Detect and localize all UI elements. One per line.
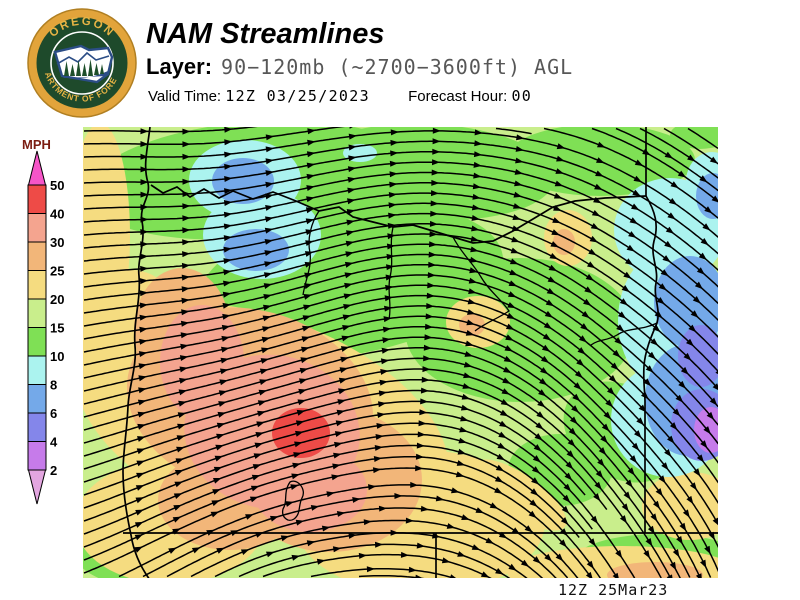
odf-logo: OREGON DEPARTMENT OF FORESTRY <box>24 5 137 118</box>
logo-trees <box>64 59 104 76</box>
legend-tick-10: 10 <box>50 349 64 364</box>
legend-tick-8: 8 <box>50 378 57 393</box>
valid-time-label: Valid Time: <box>148 88 222 105</box>
legend-tick-30: 30 <box>50 235 64 250</box>
legend-tick-15: 15 <box>50 321 64 336</box>
legend-band-6 <box>27 412 47 442</box>
legend-band-4 <box>27 441 47 471</box>
legend-tick-40: 40 <box>50 207 64 222</box>
map-timestamp: 12Z 25Mar23 <box>558 581 669 599</box>
legend-tick-25: 25 <box>50 264 64 279</box>
legend-band-20 <box>27 298 47 328</box>
wind-speed-field <box>83 127 718 578</box>
legend-arrow-up <box>27 150 47 186</box>
forecast-hour-label: Forecast Hour: <box>408 88 508 105</box>
legend-tick-2: 2 <box>50 463 57 478</box>
legend-units-label: MPH <box>22 137 51 152</box>
legend-colorbar: MPH 50 40 30 25 20 15 10 8 6 4 2 <box>22 137 64 505</box>
legend-band-50 <box>27 184 47 214</box>
valid-time-value: 12Z 03/25/2023 <box>225 87 370 105</box>
malheur-river <box>590 322 658 346</box>
john-day-river <box>452 236 510 332</box>
legend-arrow-down <box>27 469 47 505</box>
legend-tick-6: 6 <box>50 406 57 421</box>
legend-tick-20: 20 <box>50 292 64 307</box>
legend-tick-50: 50 <box>50 178 64 193</box>
legend-tick-4: 4 <box>50 435 58 450</box>
legend-band-40 <box>27 213 47 243</box>
legend-band-30 <box>27 241 47 271</box>
klamath-lake <box>282 480 304 521</box>
layer-label: Layer: <box>146 54 213 79</box>
valid-time-row: Valid Time: 12Z 03/25/2023 Forecast Hour… <box>148 87 532 105</box>
legend-band-15 <box>27 327 47 357</box>
coastline <box>122 127 151 578</box>
legend-band-10 <box>27 355 47 385</box>
streamlines-layer <box>83 127 718 578</box>
layer-value: 90−120mb (~2700−3600ft) AGL <box>221 55 574 79</box>
forecast-hour-value: 00 <box>511 87 533 105</box>
legend-band-8 <box>27 384 47 414</box>
legend-band-25 <box>27 270 47 300</box>
logo-oregon-scene <box>53 44 114 84</box>
layer-row: Layer: 90−120mb (~2700−3600ft) AGL <box>146 54 573 80</box>
page-title: NAM Streamlines <box>146 18 385 50</box>
snake-river-border <box>642 195 659 403</box>
